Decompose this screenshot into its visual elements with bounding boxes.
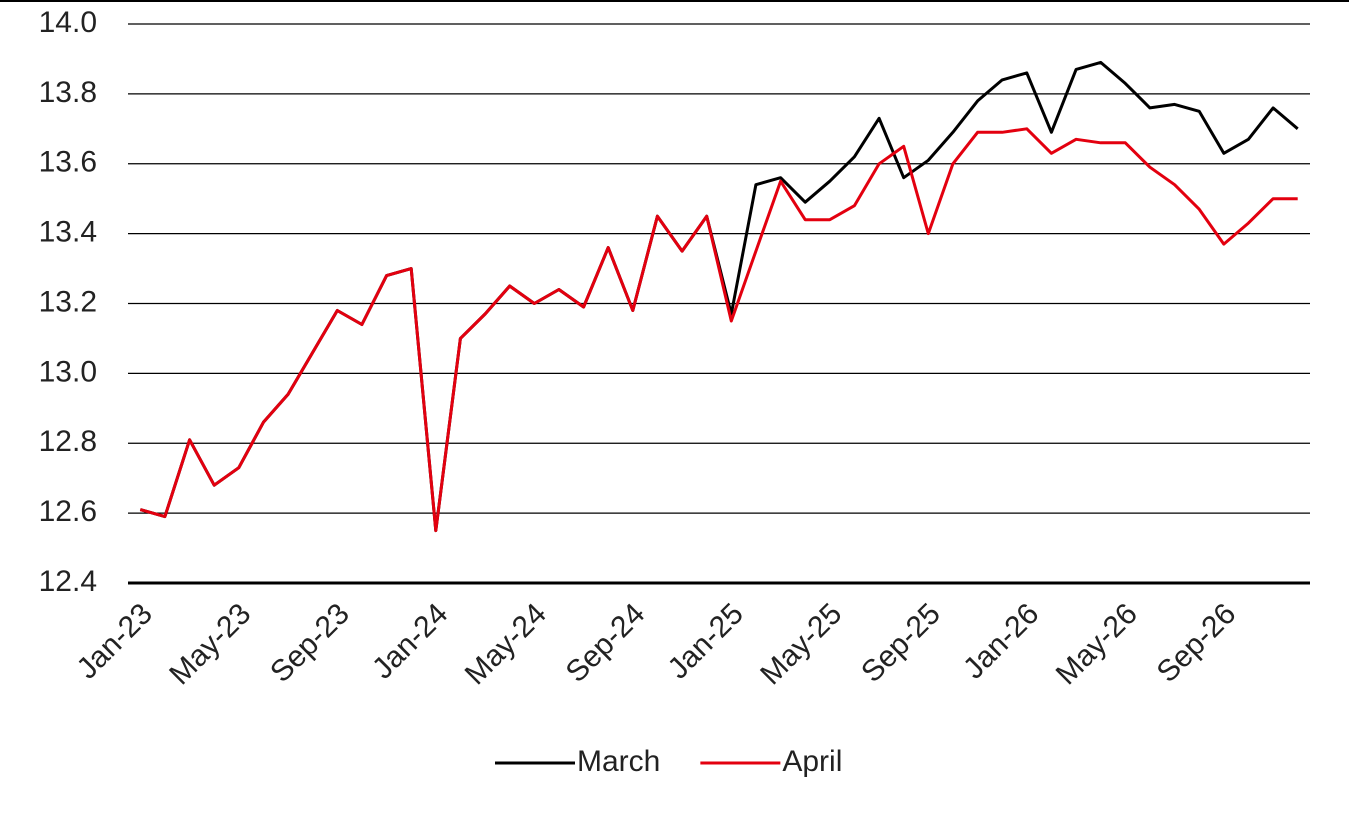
x-tick-label: Jan-25 <box>662 597 750 685</box>
y-tick-label: 13.4 <box>39 216 97 249</box>
legend-label: March <box>577 745 660 778</box>
series-line <box>139 127 1298 533</box>
x-tick-label: May-25 <box>754 597 848 691</box>
x-tick-label: May-23 <box>163 597 257 691</box>
y-tick-label: 14.0 <box>39 6 97 39</box>
x-tick-label: Sep-24 <box>560 597 652 689</box>
x-tick-label: May-24 <box>459 597 553 691</box>
x-tick-label: Sep-26 <box>1151 597 1243 689</box>
x-tick-label: Jan-24 <box>366 597 454 685</box>
y-tick-label: 12.6 <box>39 495 97 528</box>
y-tick-label: 12.8 <box>39 425 97 458</box>
x-tick-label: Jan-26 <box>957 597 1045 685</box>
x-tick-label: Sep-25 <box>855 597 947 689</box>
y-tick-label: 13.8 <box>39 76 97 109</box>
x-tick-label: Sep-23 <box>264 597 356 689</box>
legend-label: April <box>782 745 842 778</box>
y-tick-label: 13.0 <box>39 355 97 388</box>
x-tick-label: May-26 <box>1050 597 1144 691</box>
y-tick-label: 12.4 <box>39 565 97 598</box>
y-tick-label: 13.6 <box>39 146 97 179</box>
series-line <box>139 60 1299 533</box>
x-tick-label: Jan-23 <box>71 597 159 685</box>
y-tick-label: 13.2 <box>39 285 97 318</box>
